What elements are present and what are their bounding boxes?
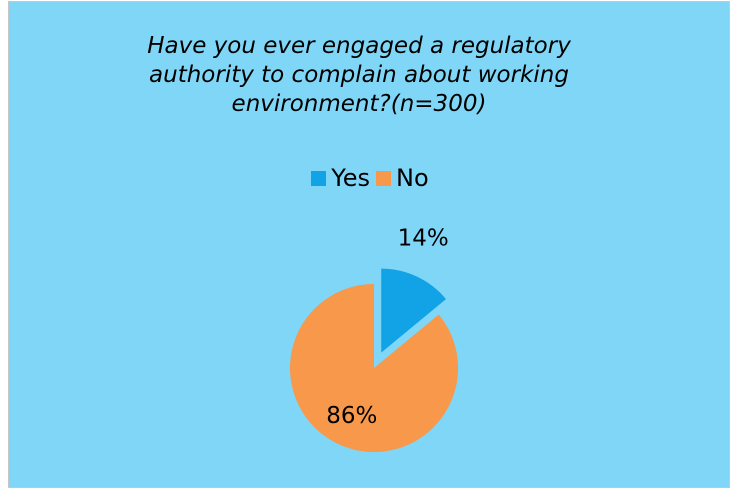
legend-label-no: No [396, 164, 429, 192]
legend-swatch-yes [311, 170, 327, 186]
pie-slice-yes [381, 268, 446, 353]
legend-label-yes: Yes [331, 164, 371, 192]
data-label-yes: 14% [398, 225, 449, 251]
pie-plot: 14% 86% [289, 225, 458, 453]
legend-item-yes: Yes [311, 164, 370, 192]
legend: Yes No [9, 164, 731, 192]
legend-swatch-no [376, 170, 392, 186]
chart-title: Have you ever engaged a regulatory autho… [147, 33, 571, 117]
chart-area: Have you ever engaged a regulatory autho… [8, 1, 730, 488]
legend-item-no: No [376, 164, 429, 192]
pie-slice-no [289, 284, 458, 453]
data-label-no: 86% [326, 403, 377, 429]
